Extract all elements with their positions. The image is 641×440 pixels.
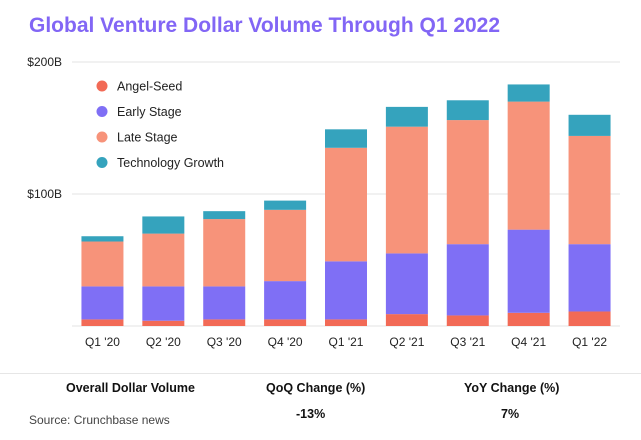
summary-divider (0, 373, 641, 374)
bar-technology-growth (385, 106, 428, 127)
legend-marker (96, 157, 108, 168)
bar-early-stage (568, 244, 611, 312)
bar-early-stage (446, 244, 489, 316)
bar-late-stage (325, 147, 367, 262)
bar-technology-growth (325, 129, 367, 148)
bar-late-stage (264, 209, 307, 282)
y-tick-label: $200B (27, 55, 62, 69)
bar-angel-seed (507, 312, 550, 326)
bar-early-stage (325, 261, 367, 320)
x-tick-label: Q1 '22 (572, 335, 607, 349)
stacked-bar-chart: $100B $200B Q1 '20 Q2 '20 Q3 '20 Q4 '20 Q1 '21… (27, 55, 620, 349)
bar-angel-seed (568, 311, 611, 326)
bar-angel-seed (325, 319, 367, 326)
summary-header-qoq: QoQ Change (%) (266, 381, 366, 395)
bar-angel-seed (385, 314, 428, 326)
bar-angel-seed (203, 319, 246, 326)
legend-label: Late Stage (117, 131, 178, 145)
bar-technology-growth (203, 211, 246, 220)
bar-technology-growth (81, 236, 124, 242)
bar-angel-seed (264, 319, 307, 326)
x-tick-label: Q3 '20 (207, 335, 242, 349)
bar-early-stage (385, 253, 428, 315)
bar-late-stage (568, 135, 611, 245)
bar-late-stage (507, 101, 550, 230)
bar-angel-seed (446, 315, 489, 326)
x-tick-label: Q1 '20 (85, 335, 120, 349)
x-tick-label: Q4 '20 (268, 335, 303, 349)
legend-label: Angel-Seed (117, 80, 182, 94)
bar-early-stage (142, 286, 185, 321)
summary-header-overall: Overall Dollar Volume (66, 381, 195, 395)
x-tick-label: Q1 '21 (329, 335, 364, 349)
x-tick-label: Q4 '21 (511, 335, 546, 349)
x-tick-label: Q3 '21 (450, 335, 485, 349)
bar-technology-growth (446, 100, 489, 121)
bar-early-stage (507, 229, 550, 313)
bar-angel-seed (142, 320, 185, 326)
bar-late-stage (446, 120, 489, 245)
bar-angel-seed (81, 319, 124, 326)
legend-marker (96, 106, 108, 117)
bar-technology-growth (264, 200, 307, 210)
bar-early-stage (203, 286, 246, 320)
summary-value-qoq: -13% (296, 407, 326, 421)
chart-title: Global Venture Dollar Volume Through Q1 … (29, 14, 501, 37)
source-note: Source: Crunchbase news (29, 413, 170, 427)
legend-marker (96, 80, 108, 92)
bar-technology-growth (568, 114, 611, 136)
summary-header-yoy: YoY Change (%) (464, 381, 560, 395)
bar-technology-growth (142, 216, 185, 234)
legend-label: Early Stage (117, 105, 182, 119)
x-tick-label: Q2 '20 (146, 335, 181, 349)
y-tick-label: $100B (27, 187, 62, 201)
bar-late-stage (203, 219, 246, 287)
x-tick-label: Q2 '21 (389, 335, 424, 349)
bar-late-stage (81, 241, 124, 287)
bar-late-stage (385, 126, 428, 254)
bar-late-stage (142, 233, 185, 287)
bar-technology-growth (507, 84, 550, 102)
bar-early-stage (264, 281, 307, 320)
legend-label: Technology Growth (117, 156, 224, 170)
bar-early-stage (81, 286, 124, 320)
legend-marker (96, 131, 108, 143)
summary-value-yoy: 7% (501, 407, 520, 421)
